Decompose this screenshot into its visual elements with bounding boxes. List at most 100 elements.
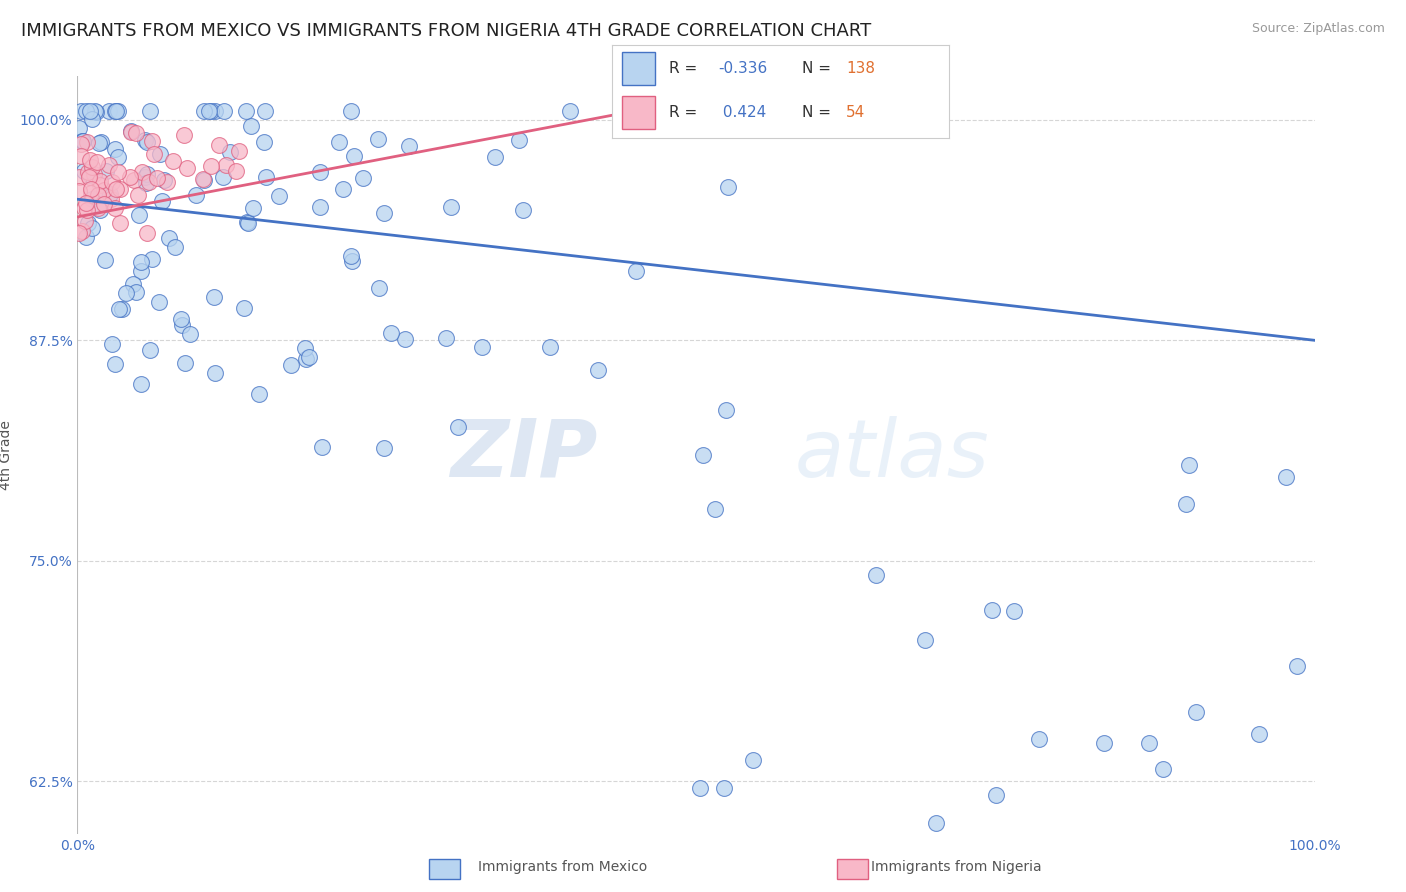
Point	[236, 216, 259, 230]
Point	[101, 176, 124, 190]
Point	[86, 104, 108, 119]
Point	[236, 214, 259, 228]
Point	[93, 183, 115, 197]
Point	[714, 402, 737, 417]
Point	[89, 203, 111, 218]
Point	[76, 202, 98, 217]
Text: 0.424: 0.424	[718, 105, 766, 120]
Text: ZIP: ZIP	[450, 416, 598, 494]
Point	[343, 148, 366, 162]
Point	[235, 104, 257, 119]
Point	[254, 104, 277, 119]
Text: 54: 54	[846, 105, 865, 120]
Point	[162, 153, 184, 168]
Point	[925, 815, 948, 830]
Point	[77, 165, 100, 179]
Point	[340, 249, 363, 263]
Point	[94, 253, 117, 268]
Point	[120, 170, 142, 185]
Point	[586, 363, 609, 377]
Point	[135, 167, 157, 181]
Point	[212, 104, 235, 119]
Point	[149, 147, 172, 161]
Point	[174, 356, 197, 370]
Point	[128, 208, 150, 222]
Point	[1028, 732, 1050, 747]
Point	[125, 285, 148, 300]
Point	[97, 104, 120, 119]
Point	[129, 255, 152, 269]
Point	[741, 753, 763, 767]
Point	[70, 224, 93, 238]
Point	[184, 188, 207, 202]
Point	[202, 290, 225, 304]
Point	[191, 172, 214, 186]
Point	[138, 175, 160, 189]
Point	[67, 184, 90, 198]
Point	[352, 170, 374, 185]
Point	[134, 133, 156, 147]
Point	[143, 146, 166, 161]
Point	[104, 142, 127, 156]
Point	[215, 158, 238, 172]
Point	[94, 163, 117, 178]
Point	[298, 350, 321, 364]
Point	[280, 359, 302, 373]
Point	[692, 448, 714, 462]
Point	[101, 337, 124, 351]
Point	[232, 301, 254, 315]
Point	[980, 603, 1002, 617]
Point	[83, 167, 105, 181]
Point	[704, 501, 727, 516]
Point	[104, 357, 127, 371]
Point	[380, 326, 402, 341]
Point	[198, 104, 221, 119]
Point	[141, 252, 163, 266]
Point	[173, 128, 195, 142]
Point	[193, 104, 215, 119]
Text: N =: N =	[803, 61, 837, 76]
Point	[98, 158, 121, 172]
Point	[1285, 658, 1308, 673]
Point	[308, 164, 330, 178]
Point	[211, 169, 233, 184]
Point	[77, 169, 100, 184]
Point	[540, 340, 562, 354]
Point	[1185, 705, 1208, 719]
Point	[139, 104, 162, 119]
Point	[373, 206, 395, 220]
Point	[76, 135, 98, 149]
Point	[129, 264, 152, 278]
Point	[83, 104, 105, 119]
Point	[200, 160, 222, 174]
Point	[624, 264, 647, 278]
Point	[1249, 727, 1271, 741]
Point	[107, 302, 129, 317]
Point	[114, 286, 136, 301]
Point	[87, 136, 110, 150]
Point	[77, 216, 100, 230]
Point	[219, 145, 242, 160]
Text: IMMIGRANTS FROM MEXICO VS IMMIGRANTS FROM NIGERIA 4TH GRADE CORRELATION CHART: IMMIGRANTS FROM MEXICO VS IMMIGRANTS FRO…	[21, 22, 872, 40]
Point	[484, 150, 506, 164]
Point	[328, 135, 350, 149]
Point	[373, 441, 395, 455]
Point	[165, 239, 187, 253]
Point	[124, 126, 146, 140]
Point	[73, 214, 96, 228]
Point	[1174, 497, 1197, 511]
Point	[67, 226, 90, 240]
Point	[72, 134, 94, 148]
Point	[204, 104, 226, 119]
Point	[70, 104, 93, 119]
Point	[79, 168, 101, 182]
Point	[107, 104, 129, 119]
Point	[1275, 469, 1298, 483]
Text: Immigrants from Nigeria: Immigrants from Nigeria	[870, 860, 1042, 874]
Text: Immigrants from Mexico: Immigrants from Mexico	[478, 860, 647, 874]
Point	[103, 104, 125, 119]
Point	[124, 173, 146, 187]
Point	[439, 200, 461, 214]
Point	[108, 182, 131, 196]
Point	[713, 781, 735, 796]
